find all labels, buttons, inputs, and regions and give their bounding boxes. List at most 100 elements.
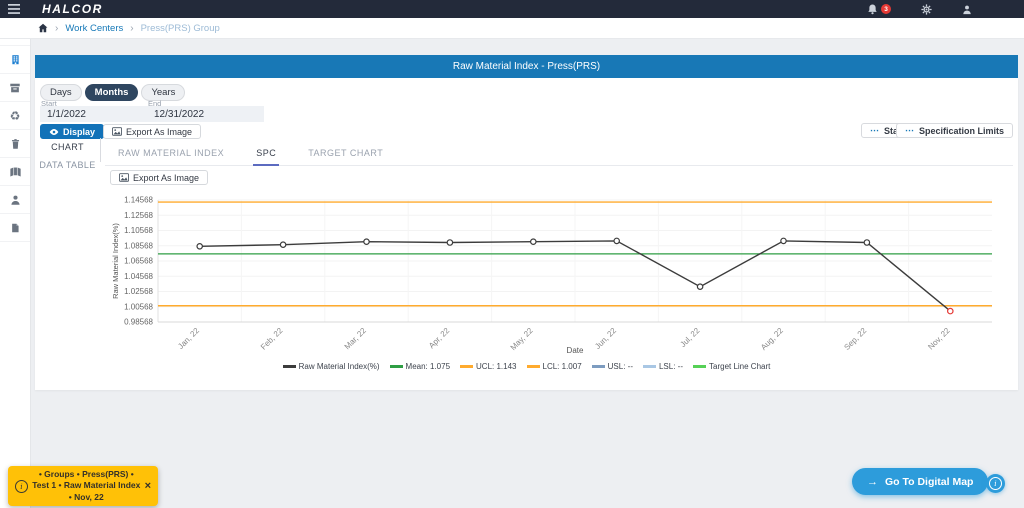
legend-label: UCL: 1.143 — [476, 362, 517, 371]
brand-logo[interactable]: HALCOR — [42, 2, 103, 16]
svg-text:1.02568: 1.02568 — [124, 287, 153, 296]
toast-close-icon[interactable]: × — [144, 479, 151, 492]
sidebar-item-personnel[interactable] — [0, 186, 30, 214]
panel-title: Raw Material Index - Press(PRS) — [452, 61, 601, 72]
alert-toast: i • Groups • Press(PRS) • Test 1 • Raw M… — [8, 466, 158, 506]
tab-target-chart[interactable]: TARGET CHART — [308, 148, 384, 158]
breadcrumb-press-group: Press(PRS) Group — [140, 22, 220, 34]
info-fab-button[interactable]: i — [986, 474, 1005, 493]
svg-text:Apr, 22: Apr, 22 — [427, 326, 452, 351]
legend-label: LCL: 1.007 — [542, 362, 582, 371]
plant-building-icon — [10, 53, 21, 66]
legend-swatch — [591, 365, 605, 368]
sidebar-item-archive[interactable] — [0, 74, 30, 102]
specification-limits-button[interactable]: ⋯ Specification Limits — [895, 123, 1013, 138]
svg-text:1.10568: 1.10568 — [124, 226, 153, 235]
breadcrumb: › Work Centers › Press(PRS) Group — [0, 18, 1024, 39]
svg-text:Jan, 22: Jan, 22 — [176, 326, 201, 351]
hamburger-menu-icon[interactable] — [8, 4, 20, 14]
legend-item[interactable]: LCL: 1.007 — [526, 362, 582, 371]
svg-text:Mar, 22: Mar, 22 — [343, 326, 369, 352]
export-as-image-button[interactable]: Export As Image — [103, 124, 202, 139]
sidebar-item-recycle[interactable]: ♻ — [0, 102, 30, 130]
period-months-button[interactable]: Months — [84, 84, 139, 101]
eye-icon — [49, 128, 59, 136]
image-icon — [112, 127, 122, 136]
legend-swatch — [526, 365, 540, 368]
legend-swatch — [460, 365, 474, 368]
sidebar-item-plant[interactable] — [0, 46, 30, 74]
trash-bin-icon — [10, 138, 21, 150]
arrow-right-icon: → — [867, 475, 878, 488]
end-date-input[interactable] — [147, 106, 264, 122]
end-date-label: End — [148, 99, 162, 108]
svg-text:1.12568: 1.12568 — [124, 211, 153, 220]
user-account-icon[interactable] — [962, 4, 972, 15]
spc-chart[interactable]: 0.98568 1.00568 1.02568 1.04568 1.06568 1.085… — [108, 190, 1008, 356]
tab-divider — [100, 138, 101, 162]
svg-text:0.98568: 0.98568 — [124, 318, 153, 327]
sidebar-item-map[interactable] — [0, 158, 30, 186]
go-to-digital-map-button[interactable]: → Go To Digital Map — [852, 468, 989, 495]
legend-item[interactable]: Raw Material Index(%) — [282, 362, 380, 371]
legend-label: LSL: -- — [658, 362, 683, 371]
legend-item[interactable]: Mean: 1.075 — [389, 362, 451, 371]
home-icon[interactable] — [38, 23, 48, 33]
legend-swatch — [642, 365, 656, 368]
svg-text:Feb, 22: Feb, 22 — [259, 326, 285, 352]
svg-text:1.14568: 1.14568 — [124, 196, 153, 205]
legend-label: Target Line Chart — [709, 362, 771, 371]
svg-text:Nov, 22: Nov, 22 — [926, 326, 952, 352]
legend-label: USL: -- — [607, 362, 633, 371]
archive-box-icon — [9, 82, 21, 94]
breadcrumb-separator: › — [130, 22, 134, 34]
legend-item[interactable]: UCL: 1.143 — [460, 362, 517, 371]
export-as-image-label: Export As Image — [126, 126, 193, 137]
legend-swatch — [282, 365, 296, 368]
top-navbar: HALCOR 3 — [0, 0, 1024, 18]
display-button-label: Display — [63, 126, 96, 137]
sidebar-item-documents[interactable] — [0, 214, 30, 242]
notification-count-badge: 3 — [881, 4, 891, 14]
svg-text:Raw Material Index(%): Raw Material Index(%) — [111, 223, 120, 299]
legend-item[interactable]: LSL: -- — [642, 362, 683, 371]
svg-text:1.08568: 1.08568 — [124, 241, 153, 250]
svg-text:Jun, 22: Jun, 22 — [593, 326, 618, 351]
start-date-input[interactable] — [40, 106, 147, 122]
svg-text:Aug, 22: Aug, 22 — [759, 326, 785, 352]
bell-icon — [867, 3, 878, 15]
notifications-button[interactable]: 3 — [867, 3, 891, 15]
legend-label: Mean: 1.075 — [405, 362, 451, 371]
recycle-icon: ♻ — [9, 108, 21, 123]
breadcrumb-separator: › — [55, 22, 59, 34]
legend-label: Raw Material Index(%) — [298, 362, 380, 371]
svg-text:Sep, 22: Sep, 22 — [842, 326, 868, 352]
ellipsis-icon: ⋯ — [870, 125, 880, 135]
tab-data-table[interactable]: DATA TABLE — [39, 160, 96, 170]
svg-text:1.00568: 1.00568 — [124, 302, 153, 311]
display-button[interactable]: Display — [40, 124, 105, 139]
svg-text:Date: Date — [567, 346, 584, 355]
legend-swatch — [389, 365, 403, 368]
legend-swatch — [693, 365, 706, 368]
tab-spc[interactable]: SPC — [253, 144, 280, 166]
svg-text:1.06568: 1.06568 — [124, 257, 153, 266]
breadcrumb-work-centers[interactable]: Work Centers — [65, 22, 124, 34]
period-days-button[interactable]: Days — [40, 84, 82, 101]
chart-export-as-image-button[interactable]: Export As Image — [110, 170, 209, 185]
worker-icon — [10, 194, 21, 206]
map-icon — [9, 166, 22, 178]
period-toggle: Days Months Years — [40, 84, 186, 101]
document-icon — [10, 222, 20, 234]
svg-text:1.04568: 1.04568 — [124, 272, 153, 281]
period-years-button[interactable]: Years — [141, 84, 186, 101]
sidebar-item-waste[interactable] — [0, 130, 30, 158]
toast-message: • Groups • Press(PRS) • Test 1 • Raw Mat… — [32, 469, 141, 502]
tab-raw-material-index[interactable]: RAW MATERIAL INDEX — [118, 148, 225, 158]
tab-chart[interactable]: CHART — [51, 142, 84, 152]
legend-item[interactable]: Target Line Chart — [693, 362, 770, 371]
panel-title-bar: Raw Material Index - Press(PRS) — [35, 55, 1018, 78]
specification-limits-label: Specification Limits — [918, 125, 1004, 136]
legend-item[interactable]: USL: -- — [591, 362, 633, 371]
settings-gear-icon[interactable] — [921, 3, 932, 15]
